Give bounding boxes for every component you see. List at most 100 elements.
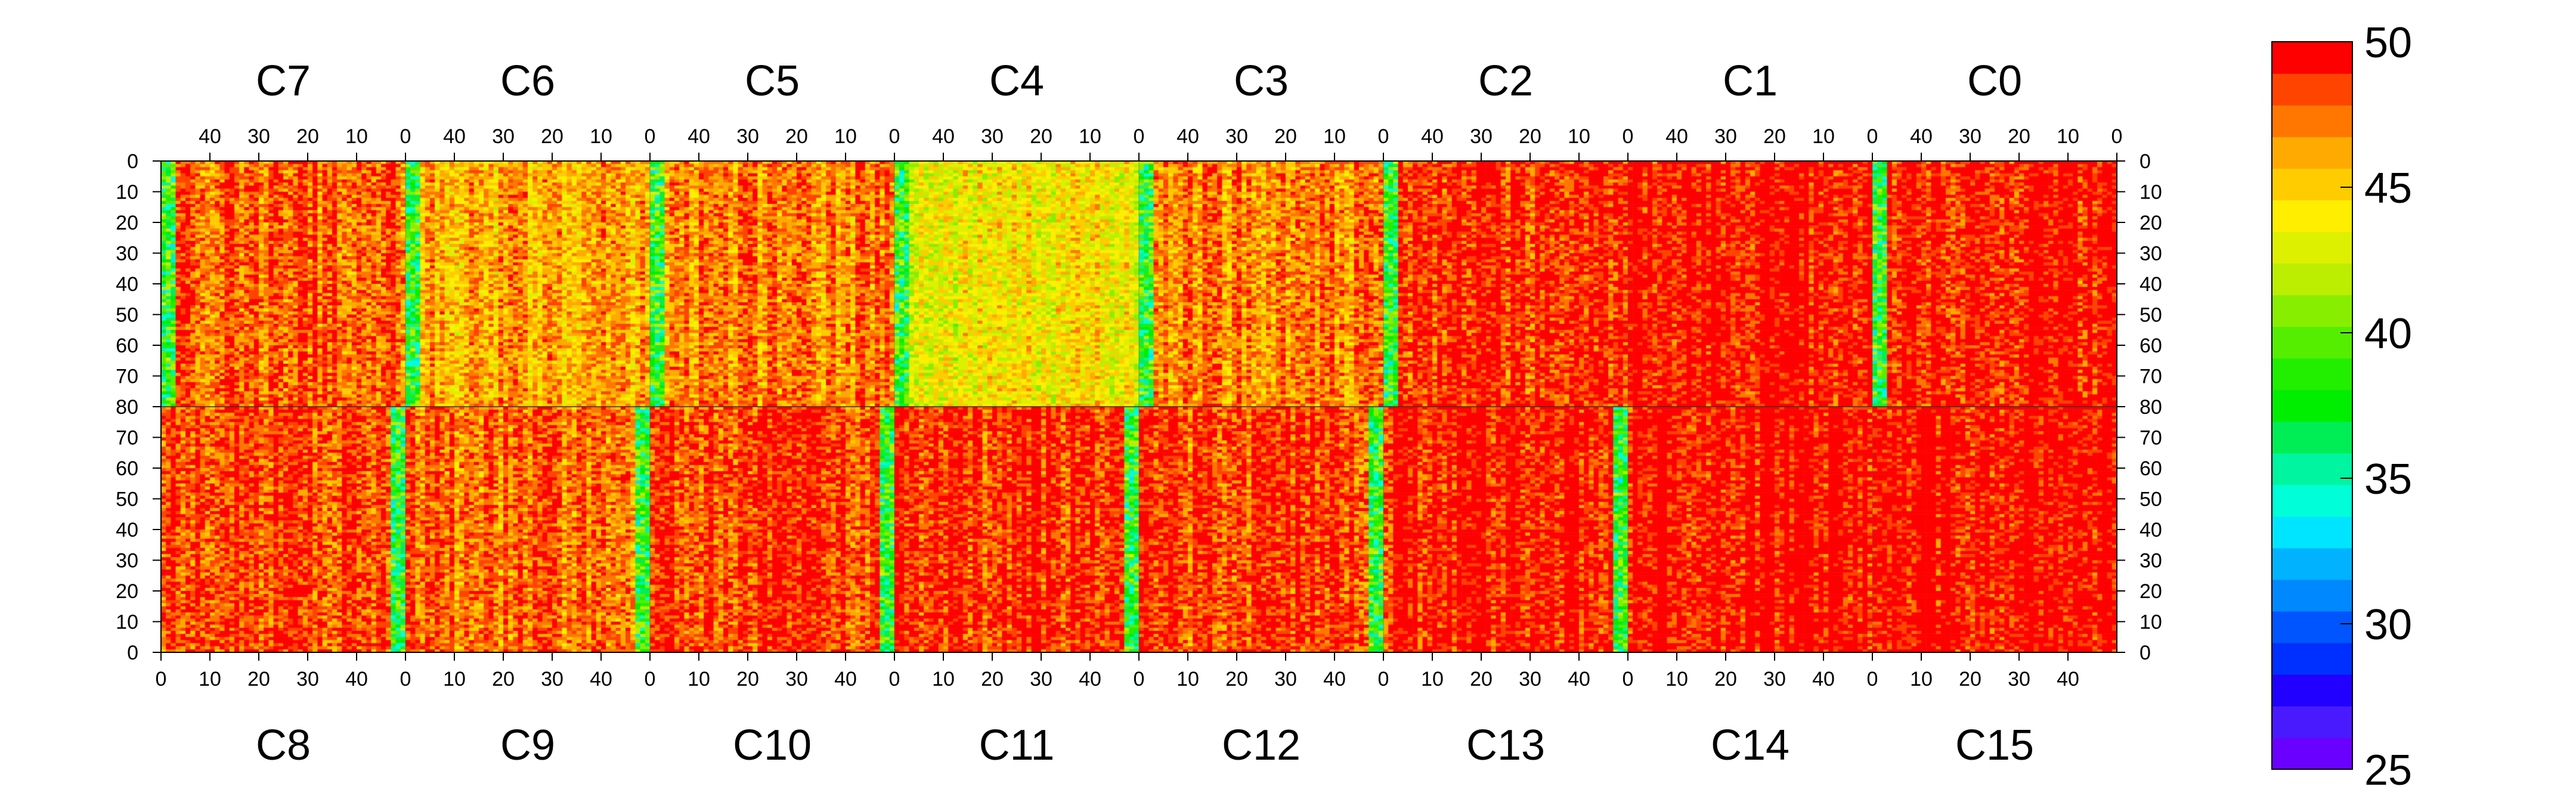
- bottom-chip-label: C11: [979, 722, 1055, 769]
- top-x-tick-label: 0: [1623, 125, 1634, 148]
- top-x-tick-label: 20: [1274, 125, 1297, 148]
- top-x-tick-label: 0: [1867, 125, 1878, 148]
- left-y-tick-label: 20: [116, 580, 138, 603]
- colorbar-swatch: [2272, 642, 2352, 675]
- left-y-tick-label: 40: [116, 273, 138, 296]
- top-x-tick-label: 30: [1959, 125, 1981, 148]
- bottom-x-tick-label: 20: [981, 668, 1004, 691]
- top-x-tick-label: 20: [1763, 125, 1786, 148]
- top-x-tick-label: 10: [1812, 125, 1835, 148]
- top-x-tick-label: 30: [247, 125, 270, 148]
- bottom-x-tick-label: 20: [1959, 668, 1981, 691]
- top-x-tick-label: 30: [981, 125, 1004, 148]
- colorbar-swatch: [2272, 705, 2352, 738]
- colorbar-swatch: [2272, 168, 2352, 201]
- top-chip-label: C5: [745, 57, 800, 105]
- top-chip-label: C3: [1234, 57, 1289, 105]
- right-y-tick-label: 30: [2140, 550, 2162, 572]
- bottom-x-tick-label: 40: [1568, 668, 1590, 691]
- bottom-x-tick-label: 20: [247, 668, 270, 691]
- top-x-tick-label: 40: [1665, 125, 1688, 148]
- right-y-tick-label: 10: [2140, 181, 2162, 204]
- top-x-tick-label: 0: [1378, 125, 1389, 148]
- top-x-tick-label: 40: [1176, 125, 1199, 148]
- right-y-tick-label: 0: [2140, 150, 2151, 173]
- colorbar-label: 30: [2364, 601, 2412, 649]
- top-x-tick-label: 30: [492, 125, 515, 148]
- top-x-tick-label: 0: [645, 125, 656, 148]
- colorbar-swatch: [2272, 200, 2352, 233]
- bottom-x-tick-label: 10: [1176, 668, 1199, 691]
- color-scale: 50 45 40 35 30 25: [2271, 19, 2412, 794]
- right-y-tick-label: 80: [2140, 396, 2162, 419]
- bottom-x-tick-label: 30: [1519, 668, 1541, 691]
- colorbar-swatch: [2272, 579, 2352, 612]
- colorbar-swatch: [2272, 42, 2352, 74]
- right-y-tick-label: 20: [2140, 212, 2162, 234]
- bottom-x-tick-label: 40: [1812, 668, 1835, 691]
- top-chip-label: C6: [500, 57, 555, 105]
- bottom-chip-label: C8: [256, 722, 311, 769]
- bottom-x-tick-label: 40: [834, 668, 857, 691]
- bottom-chip-label: C14: [1711, 722, 1789, 769]
- top-x-tick-label: 40: [199, 125, 221, 148]
- axes: [153, 153, 2125, 661]
- colorbar-swatch: [2272, 358, 2352, 391]
- bottom-x-tick-label: 0: [1623, 668, 1634, 691]
- bottom-x-tick-label: 30: [2008, 668, 2030, 691]
- colorbar-swatch: [2272, 137, 2352, 169]
- bottom-x-tick-label: 10: [1910, 668, 1933, 691]
- bottom-x-tick-label: 20: [736, 668, 759, 691]
- bottom-x-tick-label: 20: [1470, 668, 1493, 691]
- colorbar-swatch: [2272, 453, 2352, 485]
- bottom-x-tick-label: 0: [1867, 668, 1878, 691]
- left-y-tick-label: 50: [116, 488, 138, 511]
- bottom-x-tick-label: 40: [590, 668, 612, 691]
- top-x-tick-label: 40: [443, 125, 466, 148]
- bottom-x-tick-label: 10: [443, 668, 466, 691]
- top-x-tick-label: 20: [1519, 125, 1541, 148]
- top-x-tick-label: 20: [2008, 125, 2030, 148]
- bottom-chip-label: C12: [1222, 722, 1301, 769]
- bottom-x-tick-label: 30: [296, 668, 319, 691]
- top-x-tick-label: 30: [1470, 125, 1493, 148]
- top-chip-label: C2: [1478, 57, 1533, 105]
- colorbar-swatch: [2272, 737, 2352, 770]
- left-y-tick-label: 30: [116, 550, 138, 572]
- colorbar-swatch: [2272, 105, 2352, 137]
- right-y-tick-label: 60: [2140, 335, 2162, 357]
- bottom-x-tick-label: 40: [2057, 668, 2079, 691]
- left-y-tick-label: 0: [127, 150, 138, 173]
- bottom-chip-label: C10: [733, 722, 812, 769]
- bottom-chip-label: C13: [1466, 722, 1545, 769]
- bottom-x-tick-label: 30: [785, 668, 808, 691]
- colorbar-label: 45: [2364, 165, 2412, 212]
- left-y-tick-label: 70: [116, 366, 138, 388]
- bottom-x-tick-label: 0: [1378, 668, 1389, 691]
- bottom-x-tick-label: 30: [1763, 668, 1786, 691]
- colorbar-label: 35: [2364, 456, 2412, 503]
- top-x-tick-label: 10: [590, 125, 612, 148]
- top-x-tick-label: 30: [736, 125, 759, 148]
- right-y-tick-label: 70: [2140, 427, 2162, 450]
- colorbar-swatch: [2272, 516, 2352, 549]
- bottom-x-tick-label: 10: [1421, 668, 1444, 691]
- bottom-x-tick-label: 10: [1665, 668, 1688, 691]
- right-y-tick-label: 0: [2140, 642, 2151, 664]
- right-y-tick-label: 50: [2140, 304, 2162, 327]
- top-x-tick-label: 40: [1421, 125, 1444, 148]
- right-y-tick-label: 20: [2140, 580, 2162, 603]
- top-x-tick-label: 0: [889, 125, 900, 148]
- colorbar-label: 50: [2364, 19, 2412, 67]
- colorbar-swatch: [2272, 231, 2352, 264]
- top-x-tick-label: 30: [1225, 125, 1248, 148]
- right-y-tick-label: 30: [2140, 243, 2162, 265]
- top-x-tick-label: 40: [932, 125, 955, 148]
- bottom-chip-label: C9: [500, 722, 555, 769]
- bottom-x-tick-label: 10: [688, 668, 710, 691]
- top-x-tick-label: 40: [688, 125, 710, 148]
- colorbar-swatch: [2272, 484, 2352, 517]
- top-x-tick-label: 20: [541, 125, 564, 148]
- top-x-tick-label: 10: [2057, 125, 2079, 148]
- top-chip-label: C4: [989, 57, 1044, 105]
